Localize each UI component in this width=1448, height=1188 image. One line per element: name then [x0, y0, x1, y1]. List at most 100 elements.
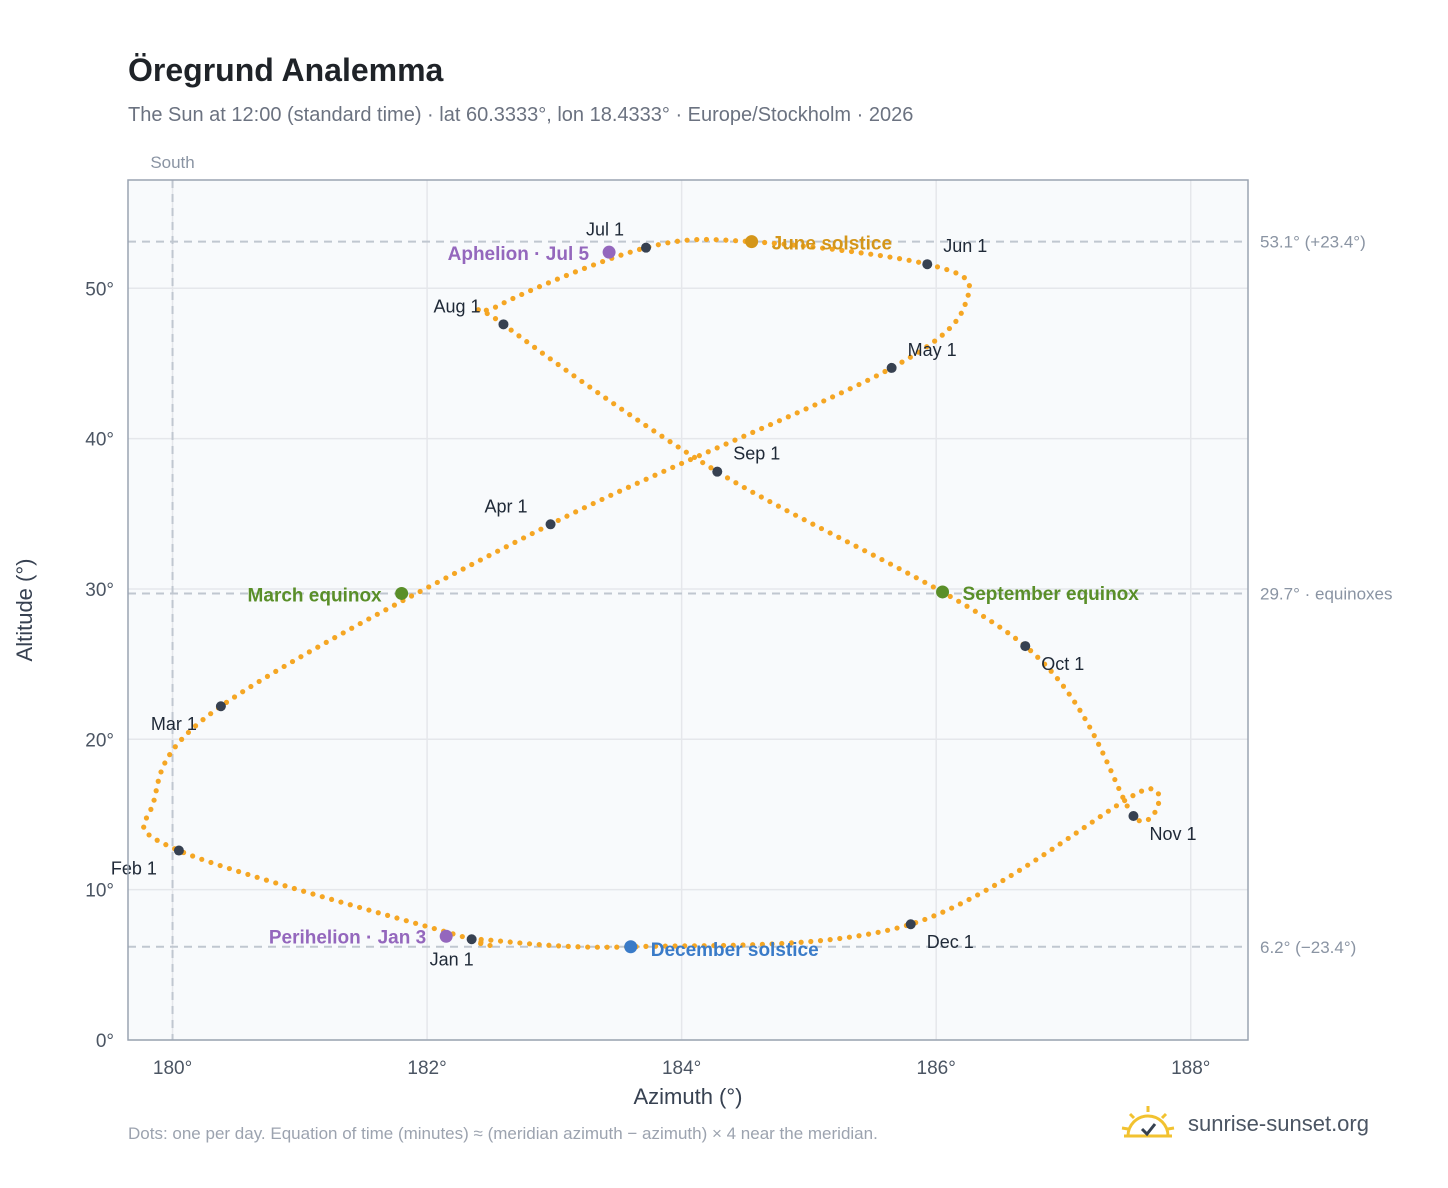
- month-marker: [545, 519, 556, 530]
- daily-dot: [643, 422, 649, 429]
- daily-dot: [581, 505, 588, 511]
- daily-dot: [503, 544, 509, 550]
- daily-dot: [784, 508, 790, 514]
- daily-dot: [154, 837, 160, 843]
- daily-dot: [836, 534, 842, 540]
- daily-dot: [604, 944, 610, 950]
- daily-dot: [1113, 803, 1120, 809]
- daily-dot: [298, 654, 304, 660]
- brand[interactable]: sunrise-sunset.org: [1120, 1102, 1369, 1146]
- daily-dot: [1025, 862, 1031, 868]
- daily-dot: [264, 673, 271, 679]
- daily-dot: [708, 465, 714, 471]
- event-marker: [395, 586, 409, 600]
- daily-dot: [1116, 785, 1122, 792]
- daily-dot: [153, 788, 159, 794]
- daily-dot: [185, 729, 192, 736]
- month-marker: [922, 259, 933, 270]
- daily-dot: [1105, 808, 1111, 814]
- daily-dot: [779, 940, 785, 947]
- daily-dot: [838, 390, 845, 396]
- daily-dot: [619, 406, 625, 412]
- event-label: December solstice: [651, 940, 819, 961]
- daily-dot: [507, 939, 513, 945]
- daily-dot: [875, 929, 881, 935]
- daily-dot: [844, 539, 850, 545]
- daily-dot: [700, 459, 706, 466]
- daily-dot: [873, 373, 879, 379]
- daily-dot: [934, 264, 941, 270]
- daily-dot: [192, 723, 199, 729]
- daily-dot: [724, 475, 731, 481]
- daily-dot: [924, 344, 930, 350]
- daily-dot: [517, 940, 523, 946]
- daily-dot: [691, 454, 698, 461]
- daily-dot: [853, 543, 859, 549]
- daily-dot: [800, 243, 806, 249]
- daily-dot: [536, 941, 542, 948]
- daily-dot: [478, 939, 484, 945]
- daily-dot: [913, 575, 919, 581]
- daily-dot: [1048, 668, 1054, 674]
- daily-dot: [332, 635, 338, 641]
- daily-dot: [208, 859, 214, 866]
- daily-dot: [965, 292, 971, 298]
- daily-dot: [966, 283, 972, 289]
- daily-dot: [236, 868, 242, 875]
- daily-dot: [723, 441, 729, 447]
- daily-dot: [839, 247, 845, 253]
- daily-dot: [162, 760, 168, 766]
- daily-dot: [733, 480, 739, 486]
- daily-dot: [590, 262, 597, 268]
- daily-dot: [357, 620, 363, 627]
- daily-dot: [1082, 715, 1088, 722]
- daily-dot: [701, 943, 707, 949]
- daily-dot: [475, 307, 481, 313]
- daily-dot: [653, 943, 659, 949]
- daily-dot: [659, 433, 665, 439]
- daily-dot: [158, 769, 164, 775]
- daily-dot: [837, 935, 843, 942]
- daily-dot: [143, 815, 150, 821]
- month-marker: [905, 919, 916, 930]
- daily-dot: [555, 361, 561, 368]
- daily-dot: [338, 899, 344, 905]
- daily-dot: [306, 649, 312, 655]
- daily-dot: [788, 940, 795, 946]
- daily-dot: [469, 561, 475, 568]
- daily-dot: [1033, 857, 1039, 863]
- month-marker: [712, 466, 723, 477]
- daily-dot: [643, 943, 649, 949]
- month-label: Sep 1: [733, 444, 780, 464]
- daily-dot: [151, 797, 157, 803]
- daily-dot: [939, 332, 945, 338]
- month-marker: [498, 319, 509, 330]
- daily-dot: [172, 744, 178, 750]
- daily-dot: [273, 668, 279, 674]
- daily-dot: [767, 421, 774, 428]
- event-label: March equinox: [248, 585, 383, 606]
- daily-dot: [856, 933, 862, 939]
- daily-dot: [870, 552, 876, 558]
- daily-dot: [1155, 791, 1162, 797]
- daily-dot: [282, 883, 288, 889]
- y-tick-label: 30°: [85, 580, 114, 601]
- daily-dot: [531, 344, 538, 351]
- daily-dot: [384, 912, 391, 918]
- event-marker: [745, 235, 759, 249]
- daily-dot: [771, 240, 777, 246]
- daily-dot: [829, 246, 835, 252]
- daily-dot: [792, 512, 799, 518]
- daily-dot: [1097, 813, 1103, 820]
- daily-dot: [980, 613, 987, 620]
- daily-dot: [661, 468, 667, 474]
- daily-dot: [538, 526, 544, 532]
- daily-dot: [672, 943, 678, 949]
- daily-dot: [199, 856, 205, 862]
- daily-dot: [508, 327, 514, 333]
- daily-dot: [634, 480, 640, 486]
- daily-dot: [1087, 724, 1093, 730]
- chart-title: Öregrund Analemma: [128, 52, 444, 88]
- daily-dot: [983, 887, 989, 893]
- daily-dot: [741, 433, 747, 439]
